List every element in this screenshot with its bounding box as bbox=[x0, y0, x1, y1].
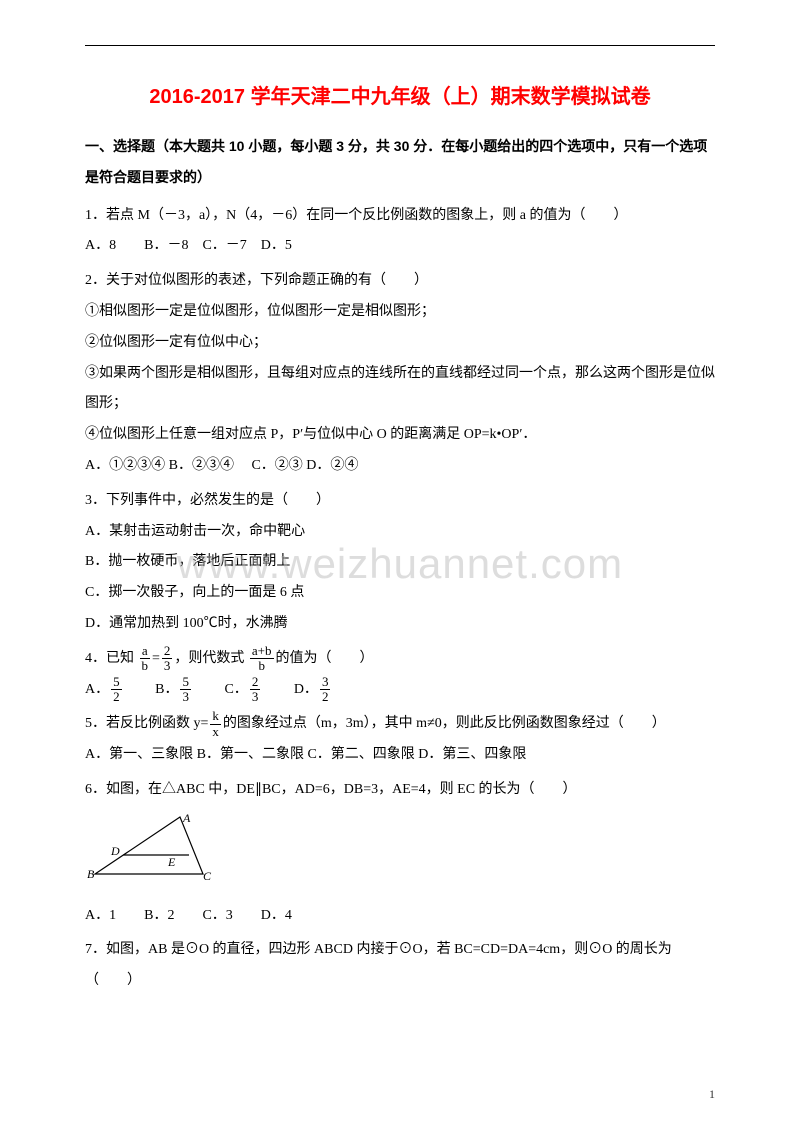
exam-title: 2016-2017 学年天津二中九年级（上）期末数学模拟试卷 bbox=[85, 80, 715, 109]
q4-mid1: ，则代数式 bbox=[174, 651, 244, 666]
q4-line1: 4．已知 ab=23，则代数式 a+bb的值为（ ） bbox=[85, 644, 715, 675]
question-6: 6．如图，在△ABC 中，DE∥BC，AD=6，DB=3，AE=4，则 EC 的… bbox=[85, 775, 715, 931]
q4-mid2: 的值为（ ） bbox=[276, 651, 374, 666]
q2-s4: ④位似图形上任意一组对应点 P，P′与位似中心 O 的距离满足 OP=k•OP′… bbox=[85, 420, 715, 451]
triangle-diagram: A B C D E bbox=[85, 812, 715, 895]
q2-options: A．①②③④ B．②③④ C．②③ D．②④ bbox=[85, 451, 715, 482]
q4-frac3: a+bb bbox=[250, 644, 274, 674]
q3-d: D．通常加热到 100℃时，水沸腾 bbox=[85, 609, 715, 640]
q7-text: 7．如图，AB 是⊙O 的直径，四边形 ABCD 内接于⊙O，若 BC=CD=D… bbox=[85, 935, 715, 997]
q6-text: 6．如图，在△ABC 中，DE∥BC，AD=6，DB=3，AE=4，则 EC 的… bbox=[85, 775, 715, 806]
q2-text: 2．关于对位似图形的表述，下列命题正确的有（ ） bbox=[85, 266, 715, 297]
q2-s1: ①相似图形一定是位似图形，位似图形一定是相似图形； bbox=[85, 297, 715, 328]
question-1: 1．若点 M（－3，a），N（4，－6）在同一个反比例函数的图象上，则 a 的值… bbox=[85, 201, 715, 263]
q3-text: 3．下列事件中，必然发生的是（ ） bbox=[85, 486, 715, 517]
label-D: D bbox=[110, 844, 120, 858]
question-7: 7．如图，AB 是⊙O 的直径，四边形 ABCD 内接于⊙O，若 BC=CD=D… bbox=[85, 935, 715, 997]
label-C: C bbox=[203, 869, 212, 882]
q5-line1: 5．若反比例函数 y=kx的图象经过点（m，3m），其中 m≠0，则此反比例函数… bbox=[85, 709, 715, 740]
label-A: A bbox=[182, 812, 191, 825]
top-rule-line bbox=[85, 45, 715, 46]
q5-options: A．第一、三象限 B．第一、二象限 C．第二、四象限 D．第三、四象限 bbox=[85, 740, 715, 771]
q4-options: A．52 B．53 C．23 D．32 bbox=[85, 675, 715, 706]
q5-frac: kx bbox=[210, 709, 221, 739]
page-number: 1 bbox=[709, 1087, 715, 1102]
q1-text: 1．若点 M（－3，a），N（4，－6）在同一个反比例函数的图象上，则 a 的值… bbox=[85, 201, 715, 232]
question-4: 4．已知 ab=23，则代数式 a+bb的值为（ ） A．52 B．53 C．2… bbox=[85, 644, 715, 706]
q1-options: A．8 B．－8 C．－7 D．5 bbox=[85, 231, 715, 262]
question-3: 3．下列事件中，必然发生的是（ ） A．某射击运动射击一次，命中靶心 B．抛一枚… bbox=[85, 486, 715, 640]
label-B: B bbox=[87, 867, 95, 881]
q3-a: A．某射击运动射击一次，命中靶心 bbox=[85, 517, 715, 548]
q4-frac2: 23 bbox=[162, 644, 173, 674]
question-2: 2．关于对位似图形的表述，下列命题正确的有（ ） ①相似图形一定是位似图形，位似… bbox=[85, 266, 715, 482]
section-header: 一、选择题（本大题共 10 小题，每小题 3 分，共 30 分．在每小题给出的四… bbox=[85, 131, 715, 193]
q3-b: B．抛一枚硬币，落地后正面朝上 bbox=[85, 547, 715, 578]
label-E: E bbox=[167, 855, 176, 869]
q4-frac1: ab bbox=[140, 644, 151, 674]
q4-prefix: 4．已知 bbox=[85, 651, 134, 666]
q2-s3: ③如果两个图形是相似图形，且每组对应点的连线所在的直线都经过同一个点，那么这两个… bbox=[85, 359, 715, 421]
q6-options: A．1 B．2 C．3 D．4 bbox=[85, 901, 715, 932]
q2-s2: ②位似图形一定有位似中心； bbox=[85, 328, 715, 359]
question-5: 5．若反比例函数 y=kx的图象经过点（m，3m），其中 m≠0，则此反比例函数… bbox=[85, 709, 715, 771]
q3-c: C．掷一次骰子，向上的一面是 6 点 bbox=[85, 578, 715, 609]
